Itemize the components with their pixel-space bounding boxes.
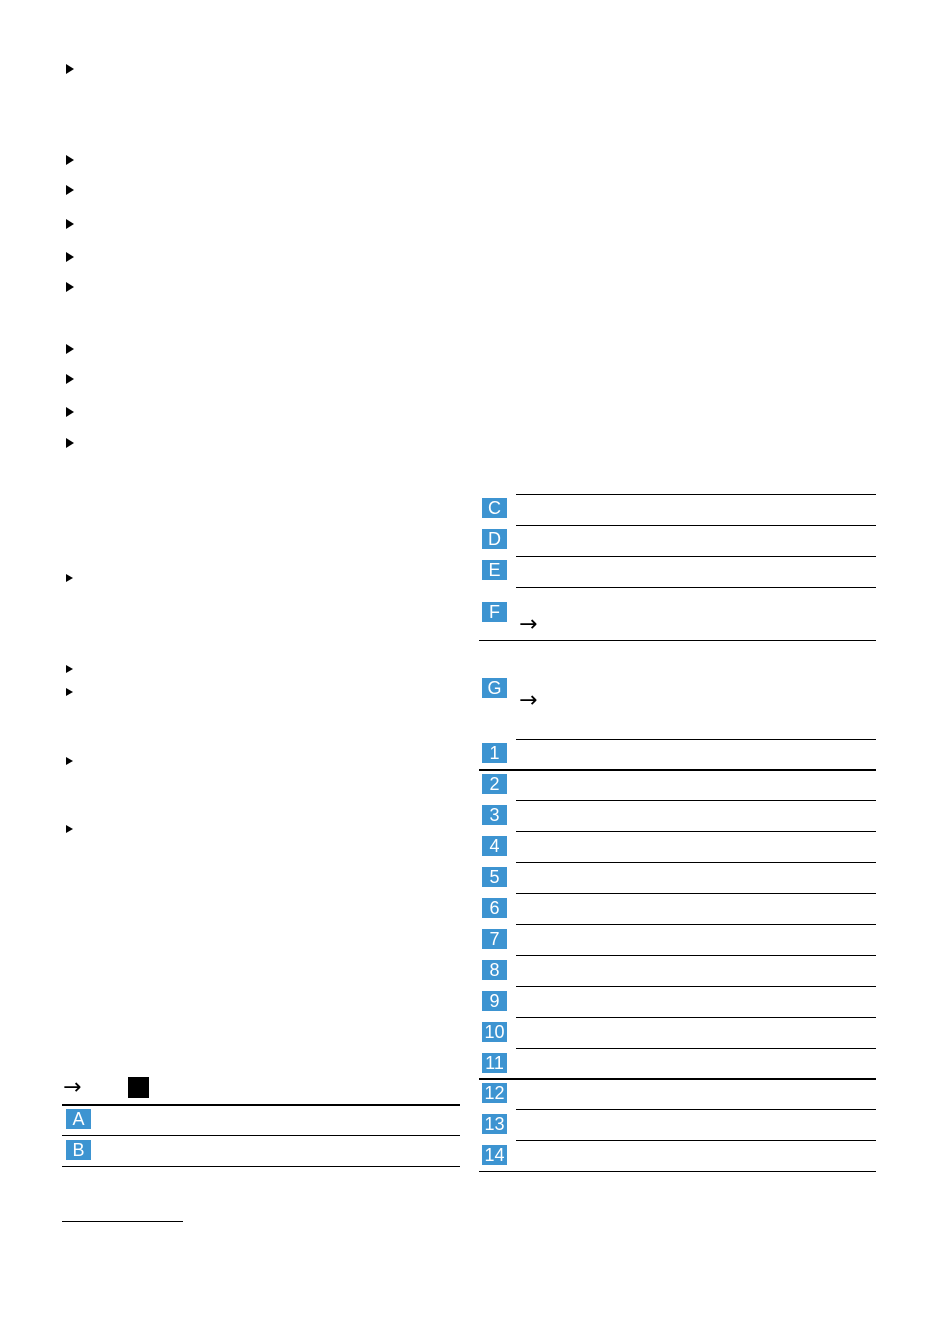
footnote-rule bbox=[62, 1221, 183, 1222]
table-rule bbox=[516, 986, 876, 987]
arrow-icon: → bbox=[519, 612, 538, 637]
arrow-icon: → bbox=[519, 688, 538, 713]
table-rule bbox=[62, 1104, 460, 1106]
label-badge-5: 5 bbox=[482, 867, 507, 887]
table-rule bbox=[62, 1166, 460, 1167]
table-rule bbox=[516, 1140, 876, 1141]
label-badge-2: 2 bbox=[482, 774, 507, 794]
table-rule bbox=[516, 494, 876, 495]
label-badge-14: 14 bbox=[482, 1145, 507, 1165]
table-rule bbox=[516, 862, 876, 863]
table-rule bbox=[516, 1017, 876, 1018]
table-rule bbox=[516, 1109, 876, 1110]
label-badge-1: 1 bbox=[482, 743, 507, 763]
table-rule bbox=[516, 1048, 876, 1049]
table-rule bbox=[516, 955, 876, 956]
table-rule bbox=[516, 924, 876, 925]
label-badge-11: 11 bbox=[482, 1053, 507, 1073]
bullet-marker bbox=[66, 252, 74, 262]
bullet-marker bbox=[66, 407, 74, 417]
table-rule bbox=[479, 1171, 876, 1172]
label-badge-12: 12 bbox=[482, 1083, 507, 1103]
table-rule bbox=[62, 1135, 460, 1136]
bullet-marker bbox=[66, 665, 73, 673]
table-rule bbox=[516, 893, 876, 894]
table-rule bbox=[516, 800, 876, 801]
label-badge-e: E bbox=[482, 560, 507, 580]
bullet-marker bbox=[66, 344, 74, 354]
label-badge-b: B bbox=[66, 1140, 91, 1160]
bullet-marker bbox=[66, 757, 73, 765]
label-badge-f: F bbox=[482, 602, 507, 622]
label-badge-d: D bbox=[482, 529, 507, 549]
bullet-marker bbox=[66, 282, 74, 292]
label-badge-4: 4 bbox=[482, 836, 507, 856]
label-badge-8: 8 bbox=[482, 960, 507, 980]
label-badge-10: 10 bbox=[482, 1022, 507, 1042]
bullet-marker bbox=[66, 64, 74, 74]
bullet-marker bbox=[66, 688, 73, 696]
table-rule bbox=[479, 1078, 876, 1080]
column-gap bbox=[515, 494, 516, 1171]
bullet-marker bbox=[66, 574, 73, 582]
label-badge-7: 7 bbox=[482, 929, 507, 949]
bullet-marker bbox=[66, 374, 74, 384]
bullet-marker bbox=[66, 185, 74, 195]
label-badge-g: G bbox=[482, 678, 507, 698]
black-square-icon bbox=[128, 1077, 149, 1098]
table-rule bbox=[516, 739, 876, 740]
table-rule bbox=[479, 769, 876, 771]
table-rule bbox=[516, 831, 876, 832]
arrow-icon: → bbox=[63, 1075, 82, 1100]
label-badge-9: 9 bbox=[482, 991, 507, 1011]
label-badge-13: 13 bbox=[482, 1114, 507, 1134]
bullet-marker bbox=[66, 155, 74, 165]
table-rule bbox=[516, 556, 876, 557]
bullet-marker bbox=[66, 825, 73, 833]
label-badge-a: A bbox=[66, 1109, 91, 1129]
table-rule bbox=[479, 640, 876, 641]
bullet-marker bbox=[66, 438, 74, 448]
label-badge-3: 3 bbox=[482, 805, 507, 825]
label-badge-6: 6 bbox=[482, 898, 507, 918]
bullet-marker bbox=[66, 219, 74, 229]
table-rule bbox=[516, 587, 876, 588]
label-badge-c: C bbox=[482, 498, 507, 518]
table-rule bbox=[516, 525, 876, 526]
